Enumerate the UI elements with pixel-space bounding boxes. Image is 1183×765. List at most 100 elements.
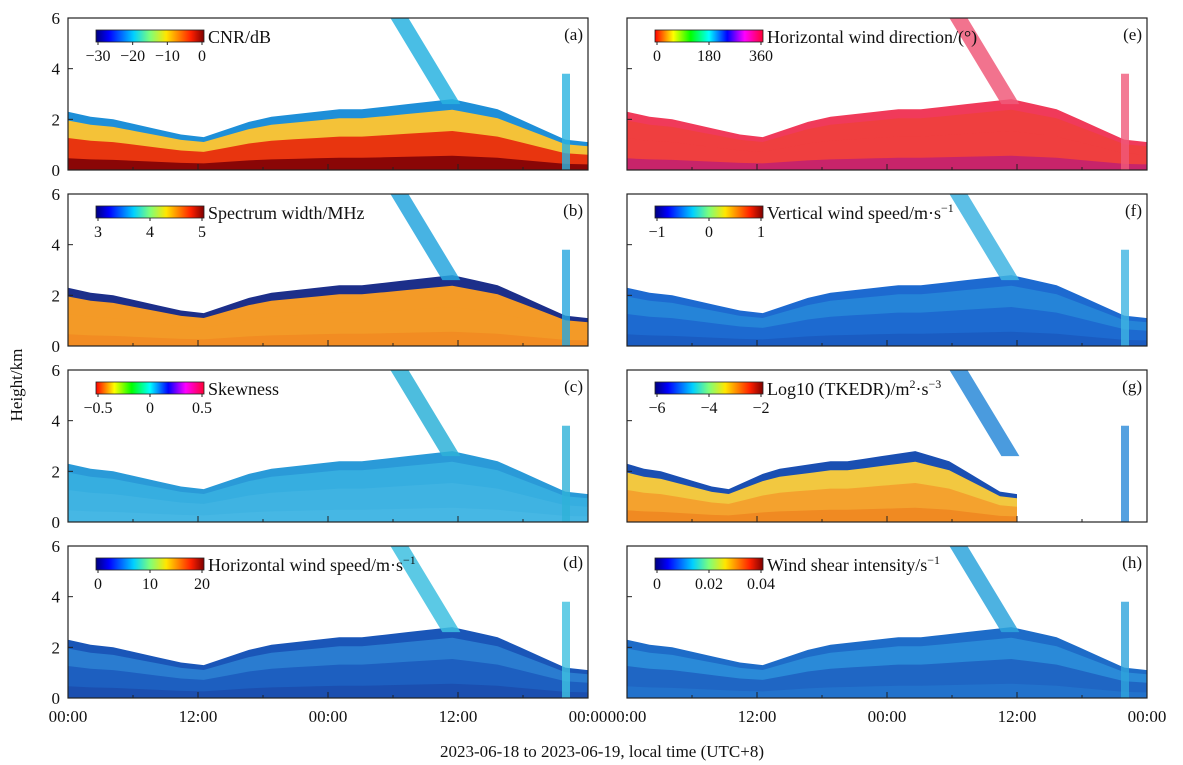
colorbar-title: Log10 (TKEDR)/m2·s−3	[767, 377, 941, 400]
colorbar-title: Horizontal wind direction/(°)	[767, 27, 977, 48]
y-tick-label: 0	[52, 513, 61, 532]
colorbar-title: Vertical wind speed/m·s−1	[767, 201, 954, 223]
colorbar-tick-label: −4	[700, 400, 717, 417]
colorbar-tick-label: 3	[94, 224, 102, 241]
colorbar-title: CNR/dB	[208, 27, 271, 47]
panel-label: (g)	[1122, 377, 1142, 396]
x-tick-label: 12:00	[738, 707, 777, 726]
colorbar-tick-label: 360	[749, 48, 773, 65]
x-tick-label: 00:00	[309, 707, 348, 726]
colorbar-tick-label: 4	[146, 224, 154, 241]
late-column	[1121, 249, 1129, 346]
y-tick-label: 4	[52, 412, 61, 431]
colorbar-tick-label: 0.02	[695, 576, 723, 593]
x-tick-label: 00:00	[868, 707, 907, 726]
panel-label: (b)	[563, 201, 583, 220]
y-tick-label: 2	[52, 286, 61, 305]
colorbar-tick-label: −10	[155, 48, 180, 65]
x-tick-label: 00:00	[1128, 707, 1167, 726]
field-surface-layer	[627, 507, 1017, 522]
late-column	[1121, 601, 1129, 698]
colorbar-tick-label: −6	[648, 400, 665, 417]
colorbar-tick-label: 0	[653, 576, 661, 593]
colorbar-tick-label: 10	[142, 576, 158, 593]
colorbar	[95, 381, 205, 395]
colorbar-tick-label: 5	[198, 224, 206, 241]
y-axis-label: Height/km	[7, 349, 26, 422]
colorbar	[654, 29, 764, 43]
colorbar	[95, 557, 205, 571]
x-tick-label: 12:00	[179, 707, 218, 726]
panel-label: (d)	[563, 553, 583, 572]
y-tick-label: 6	[52, 9, 61, 28]
colorbar-tick-label: 0.5	[192, 400, 212, 417]
late-column	[562, 249, 570, 346]
x-tick-label: 00:00	[49, 707, 88, 726]
colorbar-tick-label: 0	[94, 576, 102, 593]
late-column	[1121, 425, 1129, 522]
y-tick-label: 2	[52, 638, 61, 657]
colorbar	[95, 205, 205, 219]
panel-label: (h)	[1122, 553, 1142, 572]
colorbar-title: Spectrum width/MHz	[208, 203, 364, 223]
x-tick-label: 12:00	[998, 707, 1037, 726]
cloud-streak	[949, 194, 1020, 281]
colorbar-tick-label: 1	[757, 224, 765, 241]
x-tick-label: 12:00	[439, 707, 478, 726]
colorbar-tick-label: −1	[648, 224, 665, 241]
y-tick-label: 0	[52, 337, 61, 356]
cloud-streak	[390, 194, 461, 281]
y-tick-label: 2	[52, 110, 61, 129]
cloud-streak	[390, 18, 461, 105]
colorbar-title: Wind shear intensity/s−1	[767, 553, 940, 575]
y-tick-label: 4	[52, 236, 61, 255]
panel-label: (c)	[564, 377, 583, 396]
y-tick-label: 6	[52, 185, 61, 204]
colorbar-tick-label: −0.5	[83, 400, 112, 417]
y-tick-label: 6	[52, 537, 61, 556]
colorbar-tick-label: 20	[194, 576, 210, 593]
colorbar-tick-label: −2	[752, 400, 769, 417]
colorbar-tick-label: 0	[198, 48, 206, 65]
panel-label: (f)	[1125, 201, 1142, 220]
colorbar-tick-label: 0	[653, 48, 661, 65]
y-tick-label: 4	[52, 60, 61, 79]
cloud-streak	[949, 546, 1020, 633]
colorbar-tick-label: 0	[146, 400, 154, 417]
colorbar-tick-label: −20	[120, 48, 145, 65]
y-tick-label: 6	[52, 361, 61, 380]
late-column	[1121, 73, 1129, 170]
colorbar	[654, 557, 764, 571]
y-tick-label: 4	[52, 588, 61, 607]
cloud-streak	[390, 370, 461, 457]
colorbar-tick-label: −30	[85, 48, 110, 65]
cloud-streak	[949, 18, 1020, 105]
x-tick-label: 00:00	[569, 707, 608, 726]
x-tick-label: 00:00	[608, 707, 647, 726]
colorbar-tick-label: 0.04	[747, 576, 775, 593]
late-column	[562, 73, 570, 170]
colorbar	[95, 29, 205, 43]
colorbar	[654, 205, 764, 219]
panel-label: (e)	[1123, 25, 1142, 44]
colorbar-tick-label: 0	[705, 224, 713, 241]
panel-label: (a)	[564, 25, 583, 44]
y-tick-label: 0	[52, 689, 61, 708]
x-axis-label: 2023-06-18 to 2023-06-19, local time (UT…	[440, 742, 764, 761]
colorbar-tick-label: 180	[697, 48, 721, 65]
colorbar-title: Skewness	[208, 379, 279, 399]
colorbar	[654, 381, 764, 395]
y-tick-label: 0	[52, 161, 61, 180]
y-tick-label: 2	[52, 462, 61, 481]
cloud-streak	[390, 546, 461, 633]
